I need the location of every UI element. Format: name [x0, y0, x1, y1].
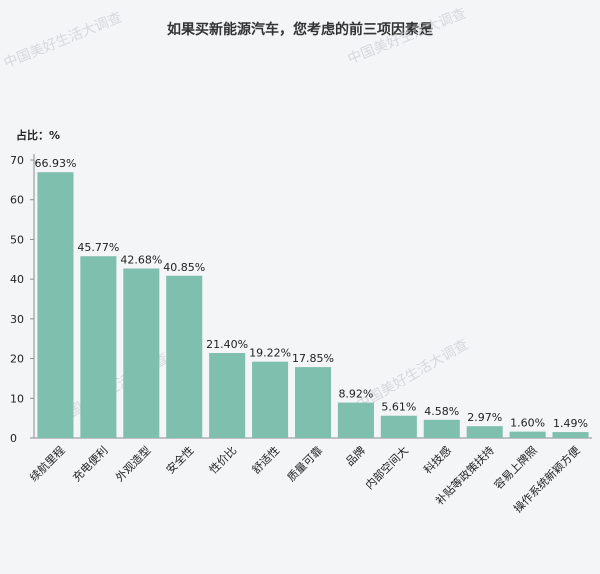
- y-tick-label: 60: [10, 194, 24, 207]
- data-label: 40.85%: [163, 261, 205, 274]
- data-label: 4.58%: [424, 405, 459, 418]
- y-axis-label: 占比：%: [16, 128, 60, 142]
- bar: [337, 402, 374, 438]
- y-tick-label: 0: [10, 432, 17, 445]
- bar: [552, 432, 589, 438]
- x-tick-label: 品牌: [343, 443, 368, 468]
- bar: [166, 275, 203, 438]
- bar: [294, 367, 332, 438]
- x-tick-label: 科技感: [421, 443, 454, 476]
- data-label: 45.77%: [77, 241, 119, 254]
- x-tick-label: 质量可靠: [284, 443, 325, 484]
- bar: [80, 256, 117, 438]
- y-tick-label: 70: [10, 154, 24, 167]
- x-tick-label: 安全性: [163, 443, 196, 476]
- data-label: 21.40%: [206, 338, 248, 351]
- x-tick-label: 舒适性: [249, 443, 282, 476]
- data-label: 17.85%: [292, 352, 334, 365]
- x-tick-label: 内部空间大: [362, 443, 411, 492]
- chart-title: 如果买新能源汽车，您考虑的前三项因素是: [167, 21, 434, 38]
- y-tick-label: 40: [10, 273, 24, 286]
- x-tick-label: 续航里程: [27, 443, 68, 484]
- bar: [123, 268, 160, 438]
- data-label: 5.61%: [381, 401, 416, 414]
- bar: [252, 361, 289, 438]
- y-tick-label: 20: [10, 353, 24, 366]
- x-tick-label: 性价比: [206, 443, 239, 476]
- data-label: 42.68%: [120, 253, 162, 266]
- bar: [380, 415, 417, 438]
- watermark: 中国美好生活大调查: [2, 10, 125, 72]
- data-label: 8.92%: [338, 388, 373, 401]
- bar: [466, 426, 503, 438]
- x-tick-label: 外观造型: [112, 443, 153, 484]
- data-label: 1.60%: [510, 417, 545, 430]
- data-label: 2.97%: [467, 411, 502, 424]
- data-label: 66.93%: [34, 157, 76, 170]
- x-tick-label: 充电便利: [69, 443, 110, 484]
- bar: [209, 353, 246, 438]
- data-label: 1.49%: [553, 417, 588, 430]
- y-tick-label: 10: [10, 392, 24, 405]
- bar: [423, 419, 460, 438]
- y-tick-label: 50: [10, 233, 24, 246]
- data-label: 19.22%: [249, 347, 291, 360]
- y-tick-label: 30: [10, 313, 24, 326]
- bar: [509, 431, 546, 438]
- bar: [37, 172, 74, 438]
